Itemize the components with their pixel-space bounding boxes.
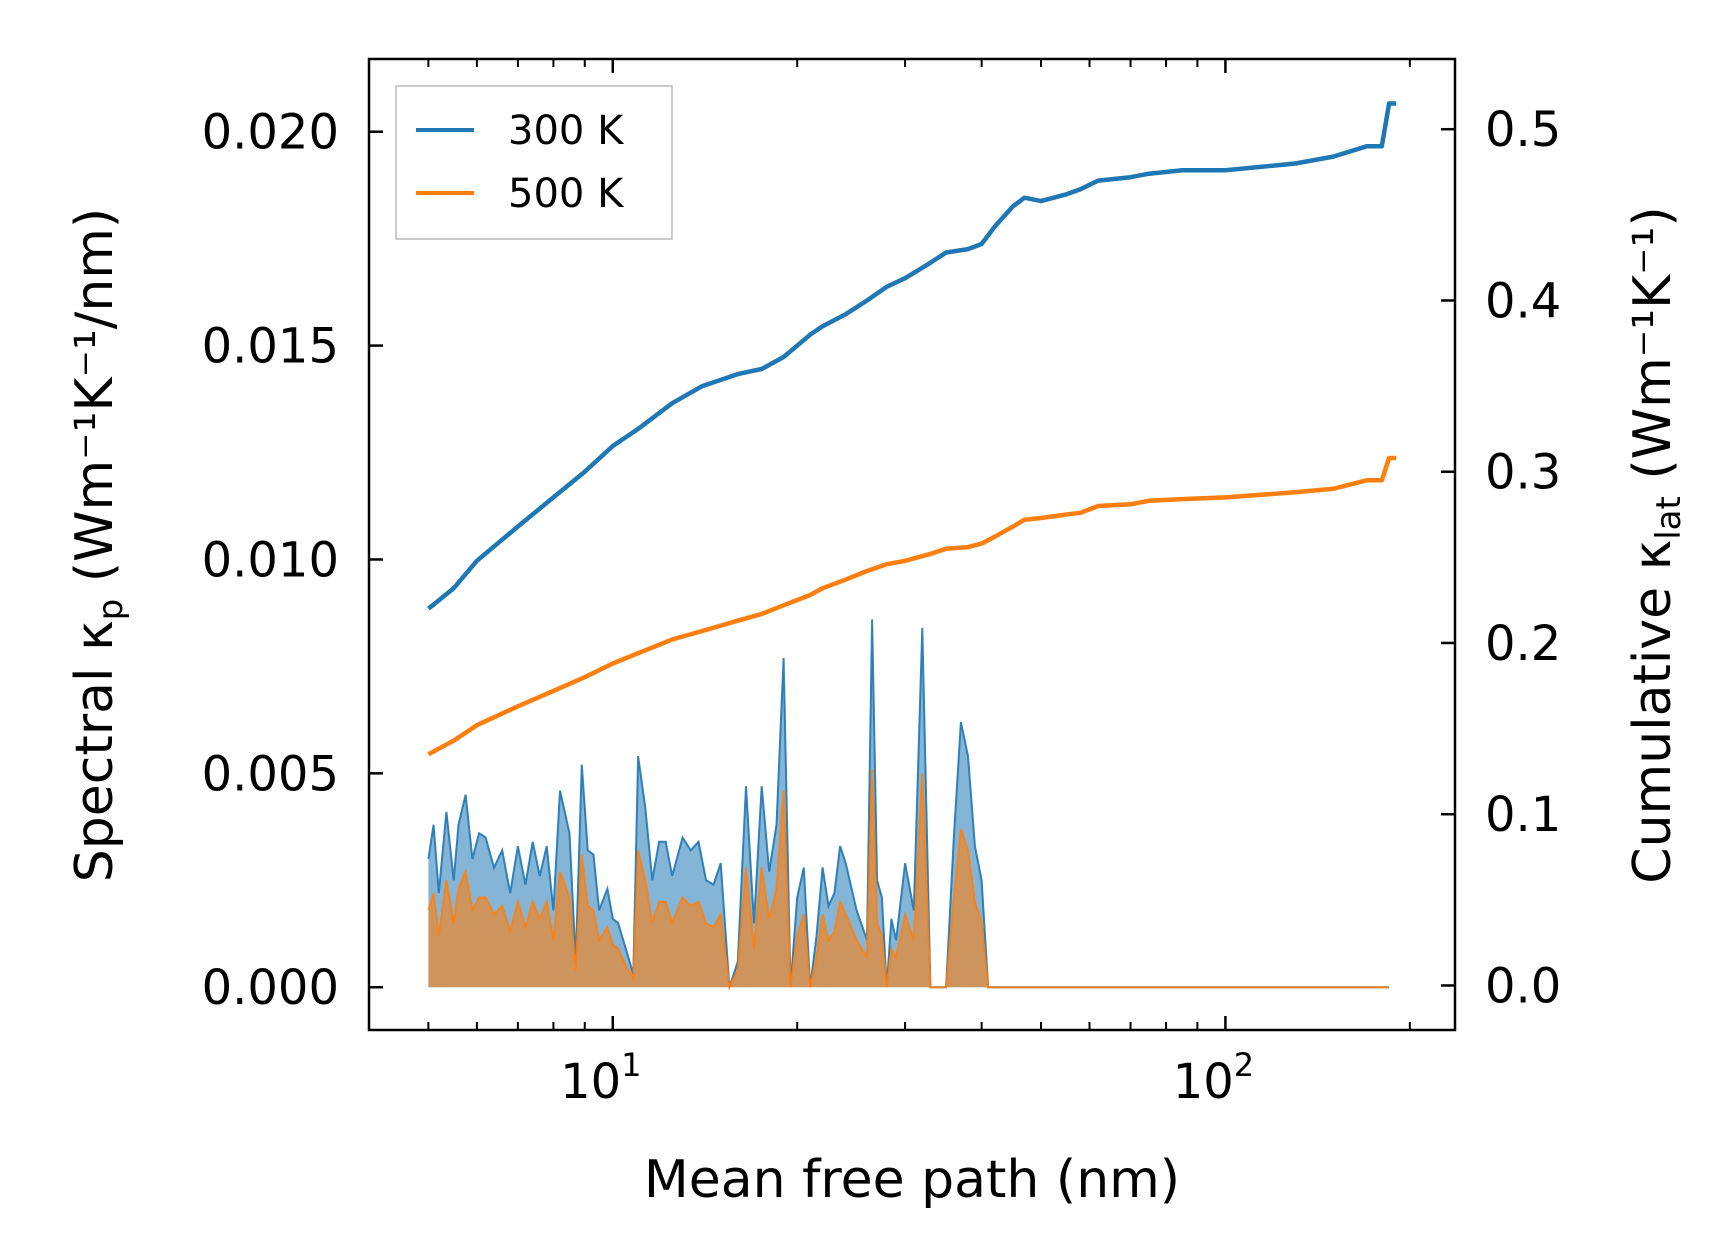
legend: 300 K 500 K	[395, 85, 673, 240]
cumulative-series-layer	[426, 101, 1397, 757]
x-axis-label: Mean free path (nm)	[644, 1150, 1180, 1210]
y-axis-right-label: Cumulative κlat (Wm⁻¹K⁻¹)	[1623, 206, 1689, 883]
spectral-series-layer	[427, 619, 1390, 991]
plot-frame	[367, 57, 1457, 1032]
y-right-tick-label: 0.3	[1485, 445, 1561, 501]
x-tick-label: 102	[1173, 1046, 1254, 1110]
spectral-line-500k	[427, 769, 1390, 991]
y-left-tick-label: 0.010	[202, 532, 339, 588]
y-right-tick-label: 0.4	[1485, 273, 1561, 329]
x-tick-label: 101	[560, 1046, 641, 1110]
y-right-tick-label: 0.2	[1485, 616, 1561, 672]
cumulative-line-300k	[426, 101, 1397, 611]
legend-label-500k: 500 K	[508, 171, 625, 217]
y-right-tick-label: 0.1	[1485, 787, 1561, 843]
spectral-area-300k	[428, 619, 1390, 988]
y-left-tick-label: 0.000	[202, 960, 339, 1016]
y-left-tick-label: 0.005	[202, 746, 339, 802]
cumulative-line-500k	[427, 455, 1397, 757]
axis-ticks: 101 102 0.000 0.005 0.010 0.015 0.020 0.0 0.1 0.2…	[202, 59, 1561, 1110]
legend-label-300k: 300 K	[508, 108, 625, 154]
y-left-tick-label: 0.015	[202, 319, 339, 375]
y-right-tick-label: 0.5	[1485, 102, 1561, 158]
y-left-tick-label: 0.020	[202, 105, 339, 161]
spectral-area-500k	[428, 769, 1390, 988]
y-axis-left-label: Spectral κp (Wm⁻¹K⁻¹/nm)	[65, 208, 131, 882]
y-right-tick-label: 0.0	[1485, 958, 1561, 1014]
legend-box	[395, 85, 673, 240]
